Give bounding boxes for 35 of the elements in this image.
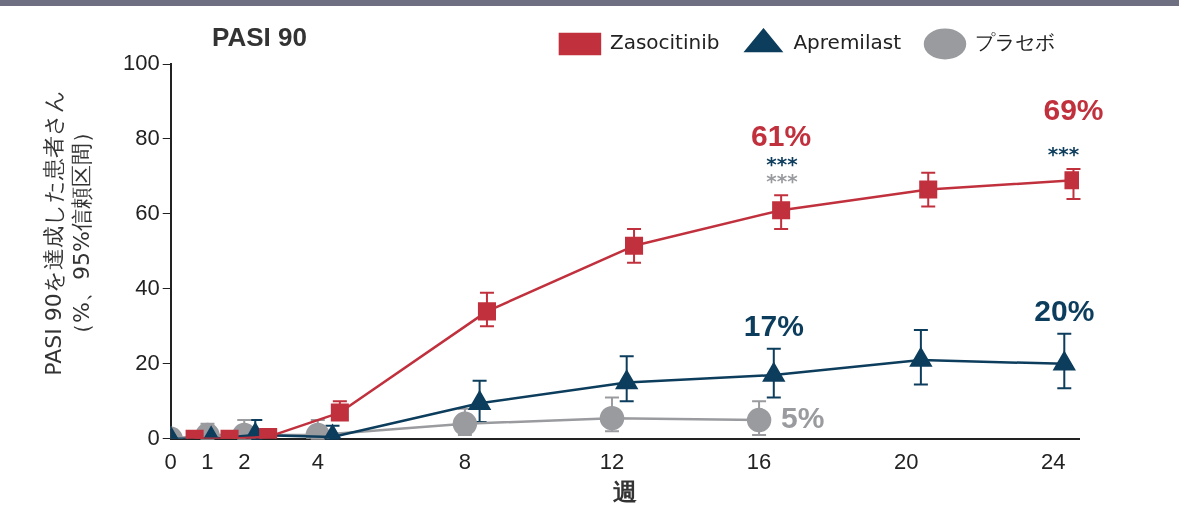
y-tick-label: 80 [135,125,160,151]
x-tick-label: 16 [746,449,772,475]
y-tick-label: 0 [147,424,160,450]
data-label: 20% [1034,294,1095,328]
legend-label: Zasocitinib [609,30,720,55]
x-tick-label: 1 [201,449,214,475]
x-axis-title: 週 [612,477,637,506]
y-tick-label: 20 [135,349,160,375]
point [772,201,791,220]
point [763,362,785,382]
x-tick-label: 20 [893,449,919,475]
point [468,390,491,410]
x-tick-label: 0 [164,449,177,475]
x-tick-label: 8 [458,449,472,475]
data-label: 5% [781,401,825,435]
y-tick-label: 40 [135,274,160,300]
data-label: 17% [743,309,804,343]
y-tick-label: 100 [122,50,160,76]
y-tick-label: 60 [135,199,160,225]
y-axis-title: PASI 90を達成した患者さん（%、95%信頼区間） [40,89,95,378]
annotation: *** [1047,142,1080,167]
point [1053,351,1076,371]
legend-label: Apremilast [793,30,902,55]
legend-label: プラセボ [975,30,1055,55]
point [919,180,938,199]
x-tick-label: 4 [311,449,324,475]
x-tick-label: 24 [1041,449,1066,475]
data-label: 61% [751,119,812,153]
x-tick-label: 2 [238,449,251,475]
chart-title: PASI 90 [212,22,307,53]
data-label: 69% [1043,93,1104,127]
point [625,236,644,255]
point [910,347,932,367]
point [615,370,638,390]
x-tick-label: 12 [599,449,625,475]
